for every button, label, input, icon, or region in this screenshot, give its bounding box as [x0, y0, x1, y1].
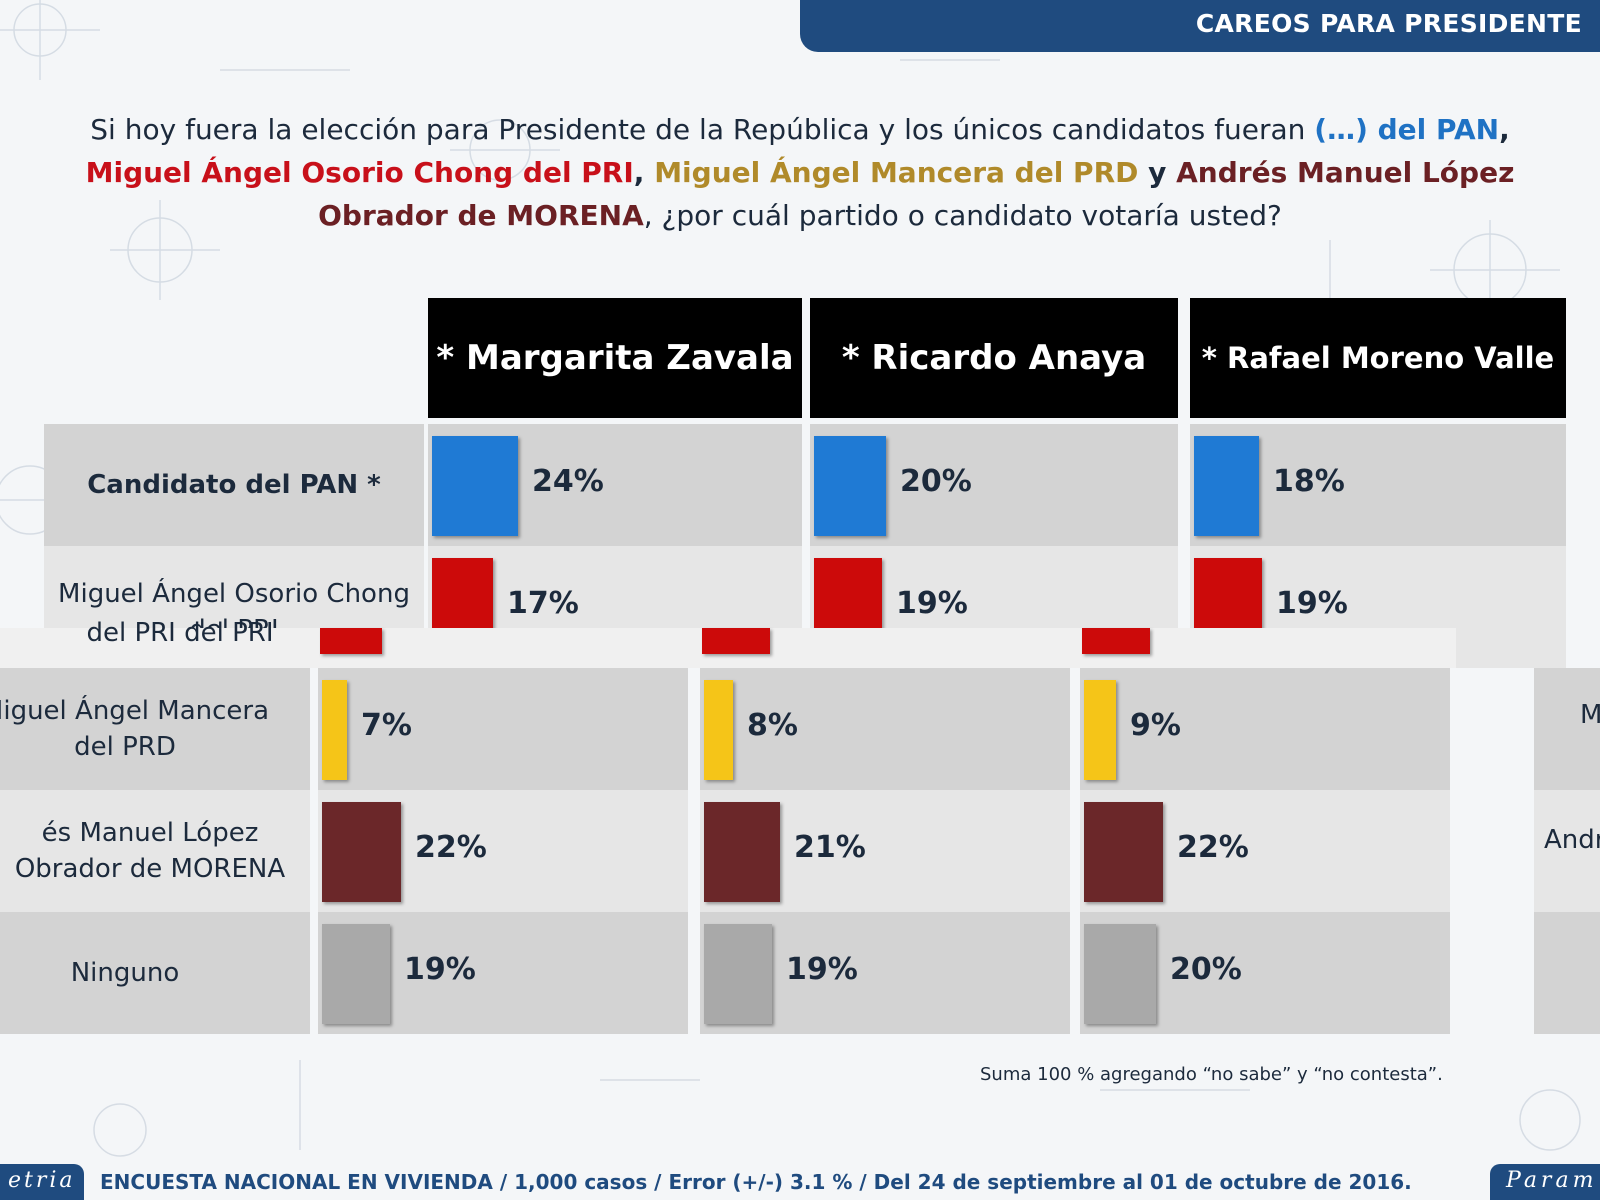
value-label-r1-c3: 18% — [1273, 464, 1345, 499]
bar-r1-c2 — [814, 436, 886, 536]
value-label-r2-c1: 17% — [507, 586, 579, 621]
row-label-cell-3 — [0, 668, 310, 790]
right-partial-cell-1 — [1534, 668, 1600, 790]
row-label-cell-1 — [44, 424, 424, 546]
question-morena: Andrés Manuel López Obrador de MORENA — [318, 156, 1515, 232]
bar-r5-c2 — [704, 924, 772, 1024]
bar-r5-c3 — [1084, 924, 1156, 1024]
question-y: y — [1138, 156, 1177, 189]
footer: etria ENCUESTA NACIONAL EN VIVIENDA / 1,… — [0, 1164, 1600, 1200]
row-label-3: Miguel Ángel Mancera del PRD — [0, 696, 270, 762]
value-label-r1-c1: 24% — [532, 464, 604, 499]
value-label-r4-c3: 22% — [1177, 830, 1249, 865]
question-text: Si hoy fuera la elección para Presidente… — [90, 113, 1315, 146]
row-label-cell-5 — [0, 912, 310, 1034]
value-label-r3-c3: 9% — [1130, 708, 1181, 743]
footer-text: ENCUESTA NACIONAL EN VIVIENDA / 1,000 ca… — [100, 1170, 1412, 1194]
bar-r4-c1 — [322, 802, 401, 902]
survey-question: Si hoy fuera la elección para Presidente… — [60, 108, 1540, 237]
bar-r3-c2 — [704, 680, 733, 780]
question-pan: (…) del PAN — [1314, 113, 1500, 146]
row-label-5: Ninguno — [70, 958, 180, 988]
bar-fragment-2 — [702, 628, 770, 654]
value-label-r4-c2: 21% — [794, 830, 866, 865]
data-cell-r3-c1 — [318, 668, 688, 790]
data-cell-r3-c3 — [1080, 668, 1450, 790]
right-partial-cell-3 — [1534, 912, 1600, 1034]
value-label-r4-c1: 22% — [415, 830, 487, 865]
question-pri: Miguel Ángel Osorio Chong del PRI — [85, 156, 634, 189]
row-label-cell-4 — [0, 790, 310, 912]
value-label-r5-c3: 20% — [1170, 952, 1242, 987]
footnote: Suma 100 % agregando “no sabe” y “no con… — [980, 1064, 1443, 1085]
bar-r4-c3 — [1084, 802, 1163, 902]
value-label-r1-c2: 20% — [900, 464, 972, 499]
logo-right: Param — [1490, 1164, 1600, 1200]
value-label-r5-c1: 19% — [404, 952, 476, 987]
question-comma: , — [1499, 113, 1510, 146]
value-label-r2-c3: 19% — [1276, 586, 1348, 621]
bar-r3-c3 — [1084, 680, 1116, 780]
value-label-r3-c1: 7% — [361, 708, 412, 743]
column-header-2: * Ricardo Anaya — [810, 298, 1178, 418]
data-cell-r3-c2 — [700, 668, 1070, 790]
question-prd: Miguel Ángel Mancera del PRD — [654, 156, 1139, 189]
bar-r5-c1 — [322, 924, 390, 1024]
bar-r4-c2 — [704, 802, 780, 902]
page-title: CAREOS PARA PRESIDENTE — [1195, 9, 1582, 38]
value-label-r2-c2: 19% — [896, 586, 968, 621]
row-label-1: Candidato del PAN * — [87, 470, 381, 500]
bar-r1-c1 — [432, 436, 518, 536]
bar-fragment-3 — [1082, 628, 1150, 654]
value-label-r3-c2: 8% — [747, 708, 798, 743]
header-bar: CAREOS PARA PRESIDENTE — [800, 0, 1600, 52]
row-label-4: és Manuel López Obrador de MORENA — [14, 818, 286, 884]
question-comma-2: , — [633, 156, 655, 189]
column-header-1: * Margarita Zavala — [428, 298, 802, 418]
right-partial-cell-2 — [1534, 790, 1600, 912]
column-header-3: * Rafael Moreno Valle — [1190, 298, 1566, 418]
question-text-end: , ¿por cuál partido o candidato votaría … — [643, 199, 1282, 232]
bar-fragment-1 — [320, 628, 382, 654]
bar-r1-c3 — [1194, 436, 1259, 536]
row-label-overlap-fragment: del PRI del PRI — [86, 618, 274, 648]
clipped-label-right: M — [1580, 700, 1600, 730]
value-label-r5-c2: 19% — [786, 952, 858, 987]
bar-r3-c1 — [322, 680, 347, 780]
logo-left: etria — [0, 1164, 84, 1200]
clipped-label-right-2: Andr — [1544, 825, 1600, 855]
